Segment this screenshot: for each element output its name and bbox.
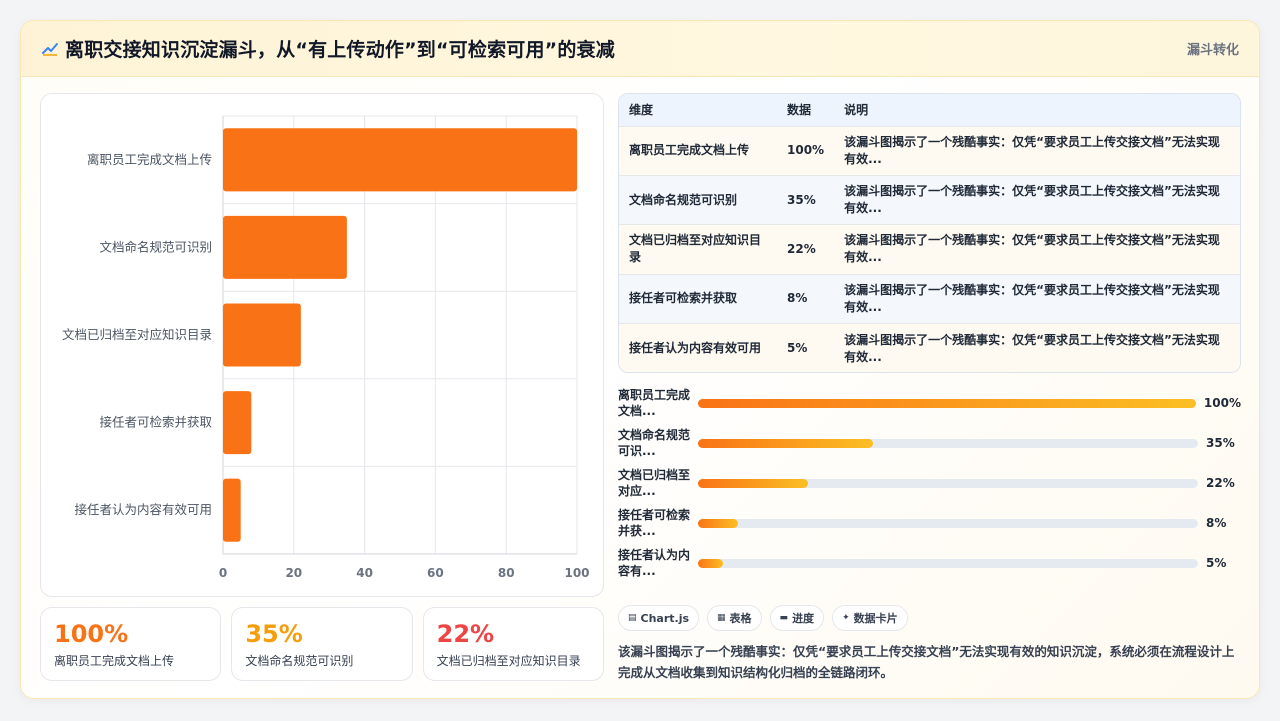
- progress-track: [697, 398, 1196, 408]
- x-tick-label: 60: [427, 566, 444, 580]
- x-tick-label: 100: [564, 566, 589, 580]
- chip-label: 进度: [792, 612, 815, 625]
- table-row: 文档已归档至对应知识目录 22% 该漏斗图揭示了一个残酷事实：仅凭“要求员工上传…: [619, 224, 1240, 275]
- x-tick-label: 20: [285, 566, 302, 580]
- category-label: 接任者认为内容有效可用: [74, 502, 212, 517]
- summary-text: 该漏斗图揭示了一个残酷事实：仅凭“要求员工上传交接文档”无法实现有效的知识沉淀，…: [618, 644, 1235, 680]
- kpi-label: 文档已归档至对应知识目录: [436, 654, 581, 668]
- page-title: 离职交接知识沉淀漏斗，从“有上传动作”到“可检索可用”的衰减: [65, 39, 615, 61]
- chip-label: Chart.js: [640, 611, 690, 625]
- chip-label: 数据卡片: [853, 612, 898, 625]
- table-row: 接任者认为内容有效可用 5% 该漏斗图揭示了一个残酷事实：仅凭“要求员工上传交接…: [619, 323, 1240, 372]
- progress-label: 文档命名规范可识...: [618, 428, 691, 458]
- cell-dimension: 文档命名规范可识别: [629, 192, 738, 207]
- cell-description: 该漏斗图揭示了一个残酷事实：仅凭“要求员工上传交接文档”无法实现有效...: [844, 184, 1220, 216]
- progress-track: [698, 558, 1198, 568]
- chip-progress[interactable]: ▬ 进度: [769, 605, 825, 631]
- progress-label: 接任者可检索并获...: [618, 508, 691, 538]
- progress-value: 100%: [1203, 396, 1241, 410]
- kpi-row: 100% 离职员工完成文档上传 35% 文档命名规范可识别 22% 文档已归档至…: [40, 607, 604, 681]
- cell-value: 5%: [787, 341, 808, 355]
- progress-label: 离职员工完成文档...: [618, 388, 691, 418]
- progress-fill: [698, 518, 738, 528]
- progress-label: 文档已归档至对应...: [618, 468, 691, 498]
- funnel-bar-chart: 离职员工完成文档上传文档命名规范可识别文档已归档至对应知识目录接任者可检索并获取…: [62, 115, 590, 580]
- cell-dimension: 接任者认为内容有效可用: [629, 341, 762, 355]
- chip-table[interactable]: ▦ 表格: [707, 605, 762, 631]
- x-tick-label: 40: [356, 566, 373, 580]
- progress-track: [698, 518, 1198, 528]
- feature-chips: ▤ Chart.js ▦ 表格 ▬ 进度 ✦ 数据卡片: [618, 605, 908, 631]
- progress-list: 离职员工完成文档... 100% 文档命名规范可识... 35% 文档已归档至对…: [618, 383, 1241, 583]
- cell-value: 22%: [787, 241, 816, 256]
- progress-track: [698, 438, 1198, 448]
- x-tick-label: 80: [498, 566, 515, 580]
- progress-value: 5%: [1206, 556, 1227, 570]
- category-label: 文档命名规范可识别: [99, 239, 212, 254]
- kpi-card: 22% 文档已归档至对应知识目录: [422, 607, 604, 681]
- chip-chartjs[interactable]: ▤ Chart.js: [618, 605, 700, 631]
- kpi-card: 35% 文档命名规范可识别: [231, 607, 413, 681]
- bar-chart-panel: 离职员工完成文档上传文档命名规范可识别文档已归档至对应知识目录接任者可检索并获取…: [40, 93, 604, 597]
- chart-icon: ▤: [628, 613, 637, 623]
- cell-description: 该漏斗图揭示了一个残酷事实：仅凭“要求员工上传交接文档”无法实现有效...: [844, 332, 1220, 364]
- cell-value: 35%: [787, 192, 816, 207]
- progress-row: 文档命名规范可识... 35%: [618, 423, 1241, 463]
- bar: [223, 128, 577, 192]
- cell-dimension: 文档已归档至对应知识目录: [629, 233, 762, 265]
- dashboard-card: 离职交接知识沉淀漏斗，从“有上传动作”到“可检索可用”的衰减 漏斗转化 离职员工…: [20, 20, 1260, 699]
- cell-dimension: 离职员工完成文档上传: [629, 143, 750, 158]
- bar: [223, 303, 301, 367]
- progress-value: 8%: [1206, 516, 1227, 530]
- kpi-value: 100%: [54, 620, 129, 648]
- progress-fill: [698, 478, 808, 488]
- category-label: 接任者可检索并获取: [99, 415, 212, 430]
- table-icon: ▦: [717, 613, 726, 623]
- progress-label: 接任者认为内容有...: [618, 548, 691, 578]
- header-tag: 漏斗转化: [1186, 43, 1239, 58]
- column-header-dimension: 维度: [629, 103, 654, 118]
- data-table-container: 维度 数据 说明 离职员工完成文档上传 100% 该漏斗图揭示了一个残酷事实：仅…: [618, 93, 1241, 373]
- chip-label: 表格: [729, 612, 752, 625]
- kpi-value: 22%: [436, 620, 495, 648]
- cell-value: 100%: [787, 143, 825, 158]
- data-table: 维度 数据 说明 离职员工完成文档上传 100% 该漏斗图揭示了一个残酷事实：仅…: [619, 94, 1240, 372]
- kpi-card: 100% 离职员工完成文档上传: [40, 607, 222, 681]
- progress-fill: [698, 438, 873, 448]
- cell-dimension: 接任者可检索并获取: [629, 291, 738, 306]
- column-header-value: 数据: [787, 103, 812, 118]
- x-tick-label: 0: [219, 566, 227, 580]
- progress-track: [698, 478, 1198, 488]
- category-label: 离职员工完成文档上传: [87, 152, 212, 167]
- kpi-label: 文档命名规范可识别: [245, 654, 354, 668]
- table-header-row: 维度 数据 说明: [619, 94, 1240, 126]
- bar: [223, 478, 241, 542]
- progress-row: 离职员工完成文档... 100%: [618, 383, 1241, 423]
- category-label: 文档已归档至对应知识目录: [62, 327, 212, 342]
- table-row: 文档命名规范可识别 35% 该漏斗图揭示了一个残酷事实：仅凭“要求员工上传交接文…: [619, 175, 1240, 225]
- progress-value: 22%: [1206, 476, 1235, 490]
- progress-row: 接任者认为内容有... 5%: [618, 543, 1241, 583]
- header: 离职交接知识沉淀漏斗，从“有上传动作”到“可检索可用”的衰减 漏斗转化: [21, 21, 1259, 77]
- cell-description: 该漏斗图揭示了一个残酷事实：仅凭“要求员工上传交接文档”无法实现有效...: [844, 134, 1220, 166]
- progress-icon: ▬: [779, 613, 789, 623]
- chart-trend-icon: [42, 42, 58, 56]
- progress-row: 接任者可检索并获... 8%: [618, 503, 1241, 543]
- card-icon: ✦: [842, 613, 850, 623]
- bar: [223, 391, 252, 455]
- progress-value: 35%: [1206, 436, 1235, 450]
- cell-description: 该漏斗图揭示了一个残酷事实：仅凭“要求员工上传交接文档”无法实现有效...: [844, 282, 1220, 314]
- progress-row: 文档已归档至对应... 22%: [618, 463, 1241, 503]
- table-row: 接任者可检索并获取 8% 该漏斗图揭示了一个残酷事实：仅凭“要求员工上传交接文档…: [619, 274, 1240, 324]
- progress-fill: [698, 558, 723, 568]
- bar: [223, 215, 347, 279]
- kpi-label: 离职员工完成文档上传: [54, 654, 175, 668]
- column-header-description: 说明: [844, 103, 869, 118]
- table-row: 离职员工完成文档上传 100% 该漏斗图揭示了一个残酷事实：仅凭“要求员工上传交…: [619, 126, 1240, 176]
- kpi-value: 35%: [245, 620, 303, 648]
- cell-value: 8%: [787, 291, 808, 306]
- cell-description: 该漏斗图揭示了一个残酷事实：仅凭“要求员工上传交接文档”无法实现有效...: [844, 233, 1220, 265]
- progress-fill: [697, 398, 1196, 408]
- chip-data-card[interactable]: ✦ 数据卡片: [832, 605, 908, 631]
